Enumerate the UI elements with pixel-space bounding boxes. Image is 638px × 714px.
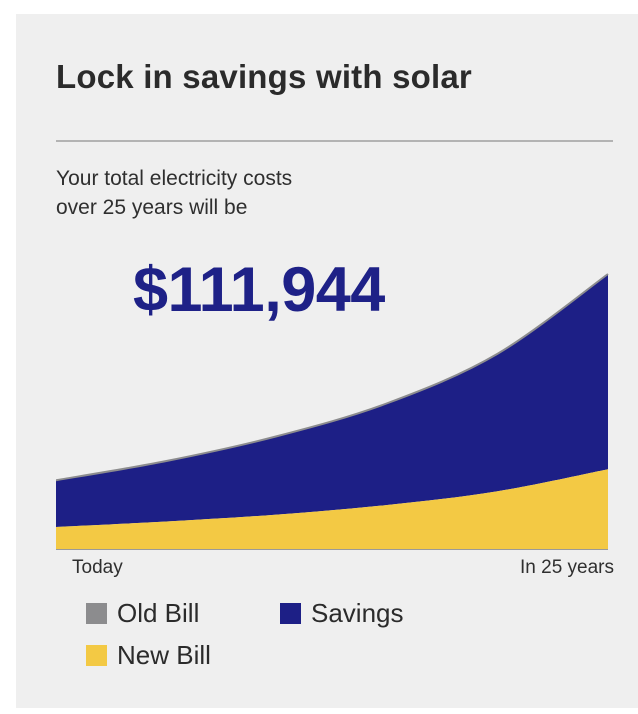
x-tick-label-end: In 25 years [520, 557, 614, 578]
legend-item-old-bill: Old Bill [86, 598, 199, 629]
legend-item-savings: Savings [280, 598, 404, 629]
chart-legend: Old Bill Savings New Bill [86, 598, 506, 688]
savings-area [56, 274, 608, 527]
title-divider [56, 140, 613, 142]
legend-label-old-bill: Old Bill [117, 598, 200, 628]
legend-swatch-savings [280, 603, 301, 624]
card-title: Lock in savings with solar [56, 58, 472, 95]
x-tick-label-start: Today [72, 557, 123, 578]
legend-label-savings: Savings [311, 598, 404, 628]
solar-savings-card: Lock in savings with solar Your total el… [16, 14, 638, 708]
subtitle-line-2: over 25 years will be [56, 196, 248, 219]
subtitle-line-1: Your total electricity costs [56, 167, 293, 190]
cost-chart-svg: Today In 25 years [56, 273, 614, 578]
cost-chart: Today In 25 years $111,944 [56, 234, 626, 594]
legend-swatch-new-bill [86, 645, 107, 666]
subtitle: Your total electricity costs over 25 yea… [56, 164, 376, 222]
legend-label-new-bill: New Bill [117, 640, 211, 670]
legend-item-new-bill: New Bill [86, 640, 211, 671]
total-cost-amount: $111,944 [133, 255, 385, 325]
old-bill-line [56, 273, 609, 482]
new-bill-area [56, 469, 608, 549]
legend-swatch-old-bill [86, 603, 107, 624]
